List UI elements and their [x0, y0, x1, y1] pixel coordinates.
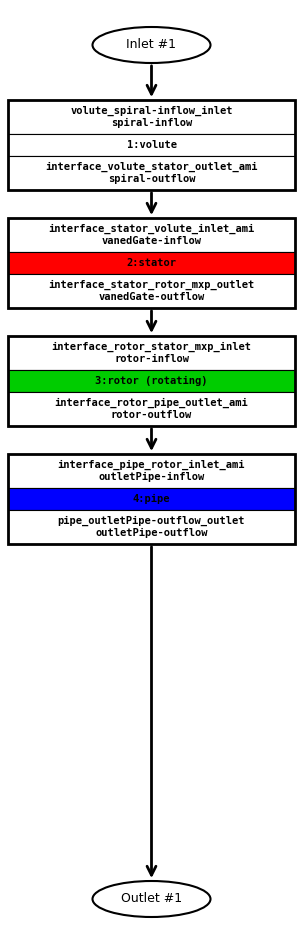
- Text: interface_rotor_stator_mxp_inlet
rotor-inflow: interface_rotor_stator_mxp_inlet rotor-i…: [52, 342, 251, 364]
- Text: Outlet #1: Outlet #1: [121, 892, 182, 905]
- Bar: [8, 336, 295, 370]
- Text: 4:pipe: 4:pipe: [133, 494, 170, 504]
- Ellipse shape: [92, 27, 211, 63]
- Bar: [8, 156, 295, 190]
- Text: interface_pipe_rotor_inlet_ami
outletPipe-inflow: interface_pipe_rotor_inlet_ami outletPip…: [58, 460, 245, 483]
- Ellipse shape: [92, 881, 211, 917]
- Text: 2:stator: 2:stator: [126, 258, 177, 268]
- Bar: [8, 454, 295, 488]
- Text: 1:volute: 1:volute: [126, 140, 177, 150]
- Text: 3:rotor (rotating): 3:rotor (rotating): [95, 376, 208, 386]
- Bar: [8, 392, 295, 426]
- Bar: [8, 510, 295, 544]
- Text: interface_volute_stator_outlet_ami
spiral-outflow: interface_volute_stator_outlet_ami spira…: [45, 162, 258, 184]
- Bar: [8, 134, 295, 156]
- Bar: [8, 100, 295, 134]
- Text: pipe_outletPipe-outflow_outlet
outletPipe-outflow: pipe_outletPipe-outflow_outlet outletPip…: [58, 516, 245, 538]
- Bar: [8, 218, 295, 252]
- Bar: [8, 370, 295, 392]
- Bar: [8, 252, 295, 274]
- Text: volute_spiral-inflow_inlet
spiral-inflow: volute_spiral-inflow_inlet spiral-inflow: [70, 106, 233, 129]
- Text: interface_stator_volute_inlet_ami
vanedGate-inflow: interface_stator_volute_inlet_ami vanedG…: [48, 223, 255, 246]
- Bar: [8, 336, 295, 426]
- Text: interface_stator_rotor_mxp_outlet
vanedGate-outflow: interface_stator_rotor_mxp_outlet vanedG…: [48, 280, 255, 302]
- Bar: [8, 454, 295, 544]
- Bar: [8, 274, 295, 308]
- Text: interface_rotor_pipe_outlet_ami
rotor-outflow: interface_rotor_pipe_outlet_ami rotor-ou…: [55, 398, 248, 421]
- Text: Inlet #1: Inlet #1: [126, 38, 177, 52]
- Bar: [8, 488, 295, 510]
- Bar: [8, 218, 295, 308]
- Bar: [8, 100, 295, 190]
